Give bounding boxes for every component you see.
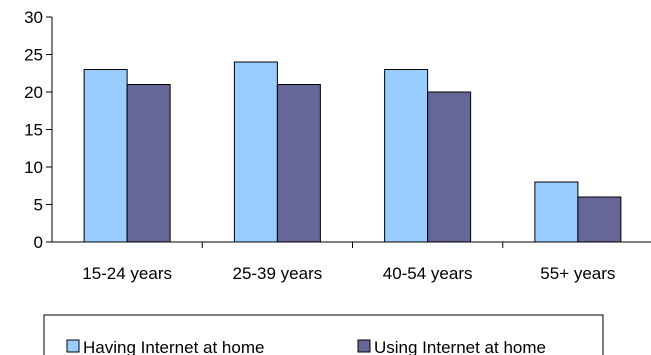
x-tick-label: 25-39 years: [232, 264, 322, 283]
y-tick-label: 25: [24, 46, 43, 65]
bar-having-2: [384, 69, 429, 243]
bars: [83, 61, 622, 243]
y-tick-label: 20: [24, 83, 43, 102]
bar-having-0: [83, 69, 128, 243]
legend: Having Internet at home Using Internet at…: [43, 314, 604, 355]
x-tick-label: 40-54 years: [383, 264, 473, 283]
x-tick-label: 55+ years: [540, 264, 615, 283]
legend-label-0: Having Internet at home: [83, 338, 264, 355]
x-tick-label: 15-24 years: [82, 264, 172, 283]
bar-using-2: [427, 91, 472, 243]
legend-swatch-0: [66, 339, 80, 353]
y-tick-label: 5: [34, 196, 43, 215]
bar-having-1: [233, 61, 278, 243]
bar-using-3: [577, 196, 622, 243]
bar-having-3: [534, 181, 579, 243]
y-tick-label: 0: [34, 233, 43, 252]
y-tick-label: 10: [24, 158, 43, 177]
x-axis: 15-24 years 25-39 years 40-54 years 55+ yea…: [52, 241, 651, 283]
y-tick-label: 30: [24, 8, 43, 27]
bar-using-0: [126, 84, 171, 243]
legend-box: [43, 314, 604, 355]
bar-using-1: [276, 84, 321, 243]
y-tick-label: 15: [24, 121, 43, 140]
legend-swatch-1: [357, 339, 371, 353]
y-axis: 0 5 10 15 20 25 30: [24, 8, 53, 252]
legend-label-1: Using Internet at home: [374, 338, 546, 355]
